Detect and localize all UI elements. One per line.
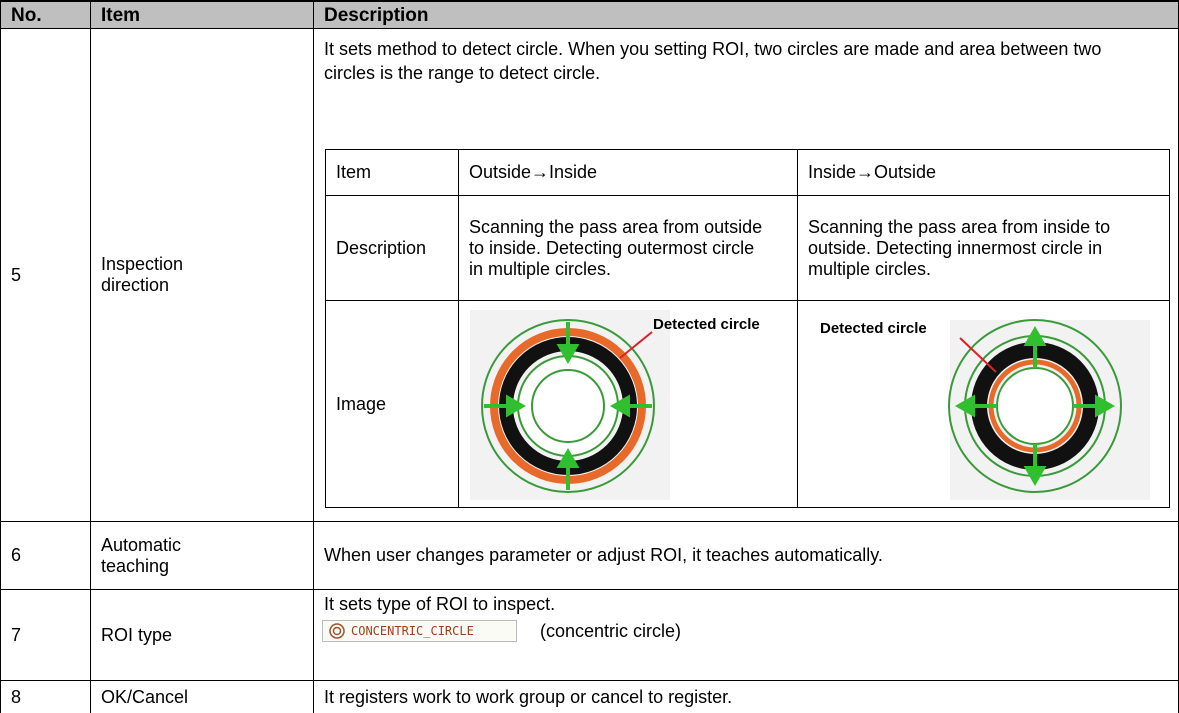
sub-cell: Scanning the pass area from inside to ou… [797, 195, 1170, 301]
image-caption: Detected circle [820, 320, 927, 337]
cell-item: Automatic teaching [90, 521, 314, 590]
cell-description: It registers work to work group or cance… [313, 680, 1179, 713]
sub-cell: Description [325, 195, 459, 301]
header-cell: Description [313, 0, 1179, 29]
cell-no: 7 [0, 589, 91, 681]
cell-item: Inspection direction [90, 28, 314, 522]
circle-image [948, 319, 1150, 500]
widget-text: CONCENTRIC_CIRCLE [351, 624, 474, 638]
widget-icon [329, 623, 345, 639]
widget-note: (concentric circle) [540, 621, 682, 641]
sub-header: Outside→Inside [458, 149, 798, 196]
cell-no: 5 [0, 28, 91, 522]
circle-image [470, 310, 670, 500]
sub-header: Inside→Outside [797, 149, 1170, 196]
header-cell: No. [0, 0, 91, 29]
header-cell: Item [90, 0, 314, 29]
roi-type-widget: CONCENTRIC_CIRCLE [322, 620, 517, 642]
cell-item: OK/Cancel [90, 680, 314, 713]
cell-item: ROI type [90, 589, 314, 681]
sub-header: Item [325, 149, 459, 196]
cell-description: When user changes parameter or adjust RO… [313, 521, 1179, 590]
sub-cell: Scanning the pass area from outside to i… [458, 195, 798, 301]
cell-no: 6 [0, 521, 91, 590]
sub-cell: Image [325, 300, 459, 508]
cell-no: 8 [0, 680, 91, 713]
image-caption: Detected circle [653, 316, 760, 333]
sub-cell [797, 300, 1170, 508]
